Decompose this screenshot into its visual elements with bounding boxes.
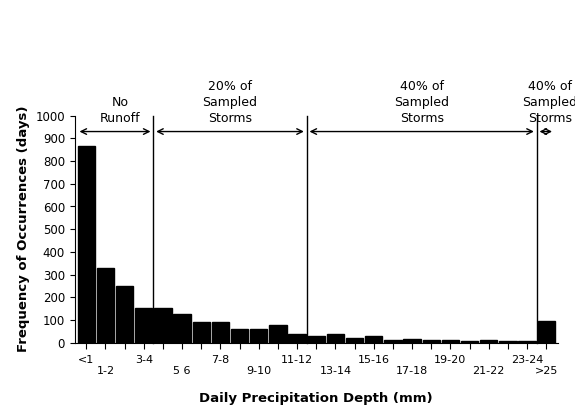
Y-axis label: Frequency of Occurrences (days): Frequency of Occurrences (days) bbox=[17, 106, 30, 352]
Text: 20% of
Sampled
Storms: 20% of Sampled Storms bbox=[202, 80, 258, 125]
Bar bbox=[97, 268, 114, 343]
Bar bbox=[116, 286, 133, 343]
Text: 3-4: 3-4 bbox=[135, 355, 153, 365]
Text: 19-20: 19-20 bbox=[434, 355, 466, 365]
Bar bbox=[250, 329, 267, 343]
Bar bbox=[384, 340, 401, 343]
Bar bbox=[174, 314, 191, 343]
Bar bbox=[154, 308, 171, 343]
Bar bbox=[480, 340, 497, 343]
Bar bbox=[135, 308, 152, 343]
Bar bbox=[461, 340, 478, 343]
Bar bbox=[212, 322, 229, 343]
Text: 40% of
Sampled
Storms: 40% of Sampled Storms bbox=[523, 80, 575, 125]
Bar bbox=[538, 321, 555, 343]
Bar bbox=[193, 322, 210, 343]
Text: >25: >25 bbox=[535, 366, 558, 375]
Bar bbox=[365, 337, 382, 343]
Text: 23-24: 23-24 bbox=[511, 355, 543, 365]
Bar bbox=[231, 329, 248, 343]
Text: 5 6: 5 6 bbox=[173, 366, 191, 375]
Bar bbox=[308, 337, 325, 343]
Text: 1-2: 1-2 bbox=[97, 366, 114, 375]
Bar bbox=[519, 341, 536, 343]
Bar bbox=[289, 334, 306, 343]
Text: 13-14: 13-14 bbox=[319, 366, 351, 375]
Text: 17-18: 17-18 bbox=[396, 366, 428, 375]
Text: 11-12: 11-12 bbox=[281, 355, 313, 365]
Bar bbox=[346, 338, 363, 343]
Text: 7-8: 7-8 bbox=[211, 355, 229, 365]
Text: <1: <1 bbox=[78, 355, 94, 365]
Text: 40% of
Sampled
Storms: 40% of Sampled Storms bbox=[394, 80, 449, 125]
Text: 15-16: 15-16 bbox=[358, 355, 390, 365]
Text: 21-22: 21-22 bbox=[473, 366, 505, 375]
Bar bbox=[423, 340, 440, 343]
X-axis label: Daily Precipitation Depth (mm): Daily Precipitation Depth (mm) bbox=[200, 392, 433, 405]
Bar bbox=[78, 146, 95, 343]
Bar bbox=[269, 325, 286, 343]
Bar bbox=[404, 339, 421, 343]
Bar bbox=[499, 340, 516, 343]
Text: 9-10: 9-10 bbox=[246, 366, 271, 375]
Bar bbox=[442, 340, 459, 343]
Text: No
Runoff: No Runoff bbox=[99, 96, 140, 125]
Bar bbox=[327, 334, 344, 343]
